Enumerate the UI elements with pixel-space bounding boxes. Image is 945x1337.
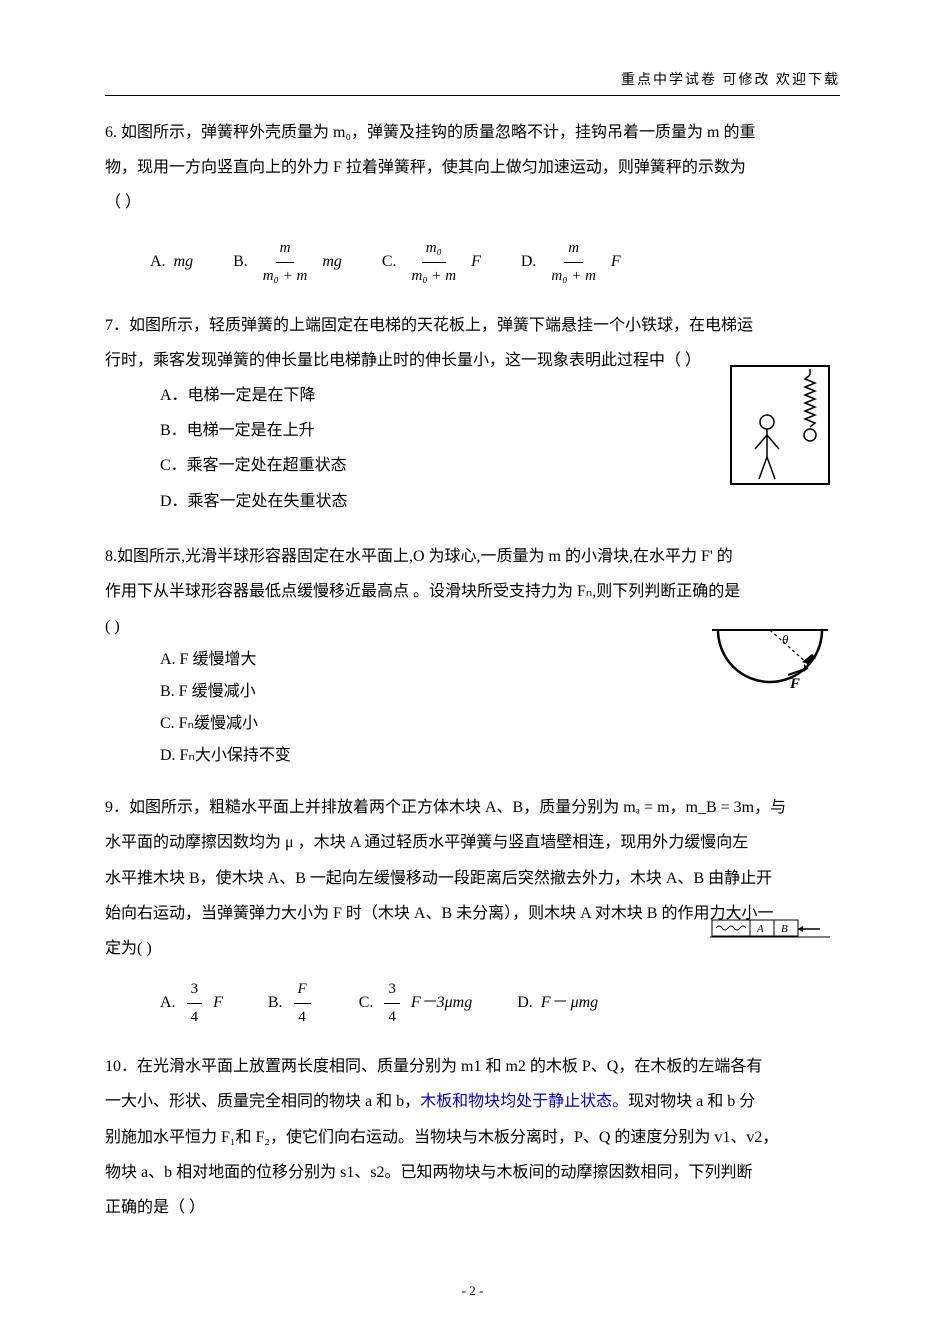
q10-line4: 物块 a、b 相对地面的位移分别为 s1、s2。已知两物块与木板间的动摩擦因数相… — [105, 1155, 840, 1190]
q8-line2: 作用下从半球形容器最低点缓慢移近最高点 。设滑块所受支持力为 Fₙ,则下列判断正… — [105, 574, 840, 609]
q6-optB: B. m m₀ + m mg — [233, 235, 342, 290]
q9-figure-blocks: A B — [710, 918, 830, 940]
q8-figure-hemisphere: θ F — [710, 620, 830, 705]
block-a-label: A — [756, 923, 764, 935]
q9-optD-label: D. — [517, 989, 533, 1018]
q6-optC-frac: m₀ m₀ + m — [408, 235, 461, 290]
force-label: F — [789, 676, 800, 692]
q9-optA-suffix: F — [213, 989, 223, 1018]
question-10: 10．在光滑水平面上放置两长度相同、质量分别为 m1 和 m2 的木板 P、Q，… — [105, 1049, 840, 1225]
q9-optC-label: C. — [359, 989, 374, 1018]
q6-line1: 6. 如图所示，弹簧秤外壳质量为 m₀，弹簧及挂钩的质量忽略不计，挂钩吊着一质量… — [105, 115, 840, 150]
q9-optC-num: 3 — [384, 976, 400, 1004]
q6-optD-suffix: F — [611, 248, 621, 277]
q10-line2c: 现对物块 a 和 b 分 — [628, 1093, 755, 1110]
question-6: 6. 如图所示，弹簧秤外壳质量为 m₀，弹簧及挂钩的质量忽略不计，挂钩吊着一质量… — [105, 115, 840, 290]
q9-optB-frac: F 4 — [294, 976, 311, 1031]
q6-optB-frac: m m₀ + m — [259, 235, 312, 290]
elevator-svg — [732, 367, 828, 483]
q6-optD: D. m m₀ + m F — [521, 235, 621, 290]
q9-optA-den: 4 — [187, 1004, 203, 1031]
q9-line1: 9．如图所示，粗糙水平面上并排放着两个正方体木块 A、B，质量分别为 mₐ = … — [105, 790, 840, 825]
q10-line1: 10．在光滑水平面上放置两长度相同、质量分别为 m1 和 m2 的木板 P、Q，… — [105, 1049, 840, 1084]
q7-optD: D．乘客一定处在失重状态 — [160, 484, 840, 519]
header-rule — [105, 95, 840, 96]
q9-optB-num: F — [294, 976, 311, 1004]
block-b-label: B — [781, 923, 788, 935]
q9-optC-frac: 3 4 — [384, 976, 400, 1031]
question-9: 9．如图所示，粗糙水平面上并排放着两个正方体木块 A、B，质量分别为 mₐ = … — [105, 790, 840, 1031]
q6-line3: （ ） — [105, 185, 840, 220]
q6-optD-frac: m m₀ + m — [547, 235, 600, 290]
q6-optC: C. m₀ m₀ + m F — [382, 235, 481, 290]
q9-optB-label: B. — [268, 989, 283, 1018]
q6-optB-num: m — [276, 235, 295, 263]
q9-options: A. 3 4 F B. F 4 C. 3 4 F－3 — [160, 976, 840, 1031]
q6-optB-den: m₀ + m — [259, 263, 312, 290]
q6-optA-label: A. — [150, 248, 166, 277]
q6-optA: A. mg — [150, 248, 193, 277]
q6-optC-den: m₀ + m — [408, 263, 461, 290]
q10-line2b: 木板和物块均处于静止状态。 — [420, 1093, 628, 1110]
q10-line2: 一大小、形状、质量完全相同的物块 a 和 b，木板和物块均处于静止状态。现对物块… — [105, 1084, 840, 1119]
page-header: 重点中学试卷 可修改 欢迎下载 — [621, 68, 840, 93]
q9-optA: A. 3 4 F — [160, 976, 223, 1031]
q10-line2a: 一大小、形状、质量完全相同的物块 a 和 b， — [105, 1093, 420, 1110]
q10-line5: 正确的是（ ） — [105, 1190, 840, 1225]
q8-optD: D. Fₙ大小保持不变 — [160, 740, 840, 772]
q9-optC-suffix: F－3μmg — [411, 989, 472, 1018]
q7-line1: 7．如图所示，轻质弹簧的上端固定在电梯的天花板上，弹簧下端悬挂一个小铁球，在电梯… — [105, 308, 840, 343]
q6-optC-num: m₀ — [422, 235, 446, 263]
q7-figure-elevator — [730, 365, 830, 485]
q9-optA-frac: 3 4 — [187, 976, 203, 1031]
page-number: - 2 - — [0, 1279, 945, 1302]
q9-optD-val: F－ μmg — [541, 989, 598, 1018]
q6-optC-suffix: F — [471, 248, 481, 277]
q6-optA-val: mg — [174, 248, 194, 277]
q9-optB-den: 4 — [294, 1004, 310, 1031]
hemisphere-svg: θ F — [710, 620, 830, 705]
blocks-svg: A B — [710, 918, 830, 940]
q9-line3: 水平推木块 B，使木块 A、B 一起向左缓慢移动一段距离后突然撤去外力，木块 A… — [105, 861, 840, 896]
q6-optD-den: m₀ + m — [547, 263, 600, 290]
q6-options: A. mg B. m m₀ + m mg C. m₀ m₀ + m F — [150, 235, 840, 290]
q8-line1: 8.如图所示,光滑半球形容器固定在水平面上,O 为球心,一质量为 m 的小滑块,… — [105, 539, 840, 574]
q9-optC-den: 4 — [384, 1004, 400, 1031]
theta-label: θ — [782, 632, 789, 647]
q6-optB-label: B. — [233, 248, 248, 277]
q6-optB-suffix: mg — [322, 248, 342, 277]
q9-optC: C. 3 4 F－3μmg — [359, 976, 473, 1031]
q9-optA-label: A. — [160, 989, 176, 1018]
q9-line2: 水平面的动摩擦因数均为 μ ，木块 A 通过轻质水平弹簧与竖直墙壁相连，现用外力… — [105, 825, 840, 860]
q6-optD-num: m — [564, 235, 583, 263]
q9-optB: B. F 4 — [268, 976, 314, 1031]
q9-optA-num: 3 — [187, 976, 203, 1004]
q6-line2: 物，现用一方向竖直向上的外力 F 拉着弹簧秤，使其向上做匀加速运动，则弹簧秤的示… — [105, 150, 840, 185]
q9-optD: D. F－ μmg — [517, 989, 598, 1018]
content-area: 6. 如图所示，弹簧秤外壳质量为 m₀，弹簧及挂钩的质量忽略不计，挂钩吊着一质量… — [105, 115, 840, 1225]
q6-optD-label: D. — [521, 248, 537, 277]
q6-optC-label: C. — [382, 248, 397, 277]
q8-optC: C. Fₙ缓慢减小 — [160, 708, 840, 740]
q10-line3: 别施加水平恒力 F₁和 F₂，使它们向右运动。当物块与木板分离时，P、Q 的速度… — [105, 1120, 840, 1155]
